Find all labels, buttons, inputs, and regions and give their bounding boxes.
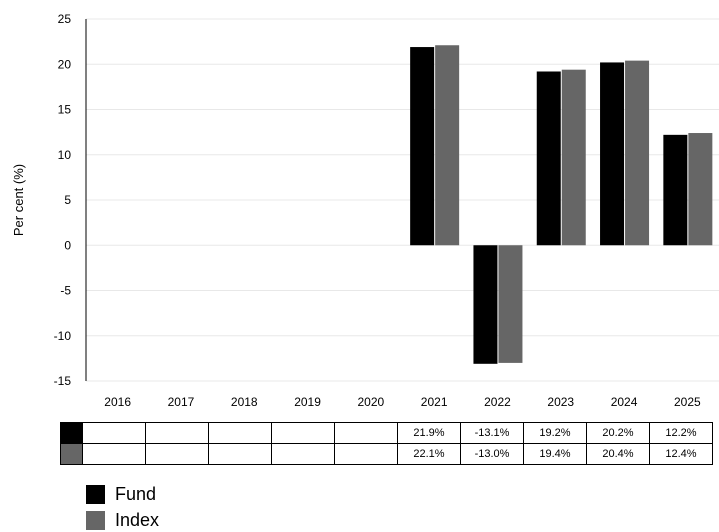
y-axis-label: Per cent (%)	[11, 164, 26, 236]
table-cell	[271, 422, 335, 444]
table-cell: 12.4%	[649, 443, 713, 465]
x-tick-label: 2018	[231, 395, 258, 409]
x-tick-label: 2025	[674, 395, 701, 409]
legend-item: Fund	[86, 484, 156, 505]
table-cell: 21.9%	[397, 422, 461, 444]
legend-swatch	[86, 485, 105, 504]
bar-index-2023	[561, 69, 586, 246]
legend-item: Index	[86, 510, 159, 531]
y-tick-label: 15	[58, 103, 72, 117]
table-cell: 20.4%	[586, 443, 650, 465]
series-swatch	[60, 422, 83, 444]
y-tick-label: 20	[58, 57, 72, 71]
table-cell: 19.4%	[523, 443, 587, 465]
x-tick-label: 2017	[168, 395, 195, 409]
bar-fund-2025	[663, 134, 688, 246]
y-tick-label: 10	[58, 148, 72, 162]
table-cell: -13.1%	[460, 422, 524, 444]
table-cell	[145, 422, 209, 444]
bar-index-2021	[435, 45, 460, 246]
table-cell: 22.1%	[397, 443, 461, 465]
data-table: 21.9% -13.1% 19.2% 20.2% 12.2% 22.1% -13.0% 19.…	[60, 422, 713, 465]
table-cell: -13.0%	[460, 443, 524, 465]
gridlines	[86, 18, 719, 382]
table-cell	[271, 443, 335, 465]
table-row: 21.9% -13.1% 19.2% 20.2% 12.2%	[60, 422, 713, 444]
table-cell	[208, 443, 272, 465]
bars	[410, 45, 713, 364]
y-tick-label: 0	[64, 238, 71, 252]
y-tick-label: -5	[60, 284, 71, 298]
bar-index-2025	[688, 133, 713, 246]
bar-fund-2021	[410, 47, 435, 246]
y-tick-label: 25	[58, 12, 72, 26]
table-cell	[334, 443, 398, 465]
x-tick-label: 2022	[484, 395, 511, 409]
y-tick-labels: 25 20 15 10 5 0 -5 -10 -15	[54, 12, 72, 388]
bar-fund-2024	[600, 62, 625, 246]
y-tick-label: -10	[54, 329, 72, 343]
legend-label: Fund	[115, 484, 157, 504]
table-cell: 12.2%	[649, 422, 713, 444]
x-tick-label: 2023	[547, 395, 574, 409]
x-tick-label: 2016	[104, 395, 131, 409]
bar-index-2024	[625, 60, 650, 246]
table-row: 22.1% -13.0% 19.4% 20.4% 12.4%	[60, 443, 713, 465]
table-cell	[208, 422, 272, 444]
bar-fund-2023	[536, 71, 561, 246]
table-cell	[334, 422, 398, 444]
x-tick-label: 2024	[611, 395, 638, 409]
bar-fund-2022	[473, 245, 498, 364]
series-swatch	[60, 443, 83, 465]
x-tick-labels: 2016 2017 2018 2019 2020 2021 2022 2023 2024 2025	[104, 395, 701, 409]
legend-label: Index	[115, 510, 160, 530]
table-cell	[145, 443, 209, 465]
table-cell: 20.2%	[586, 422, 650, 444]
x-tick-label: 2020	[357, 395, 384, 409]
x-tick-label: 2019	[294, 395, 321, 409]
y-tick-label: -15	[54, 374, 72, 388]
table-cell: 19.2%	[523, 422, 587, 444]
bar-index-2022	[498, 245, 523, 363]
x-tick-label: 2021	[421, 395, 448, 409]
table-cell	[82, 443, 146, 465]
y-tick-label: 5	[64, 193, 71, 207]
legend-swatch	[86, 511, 105, 530]
table-cell	[82, 422, 146, 444]
